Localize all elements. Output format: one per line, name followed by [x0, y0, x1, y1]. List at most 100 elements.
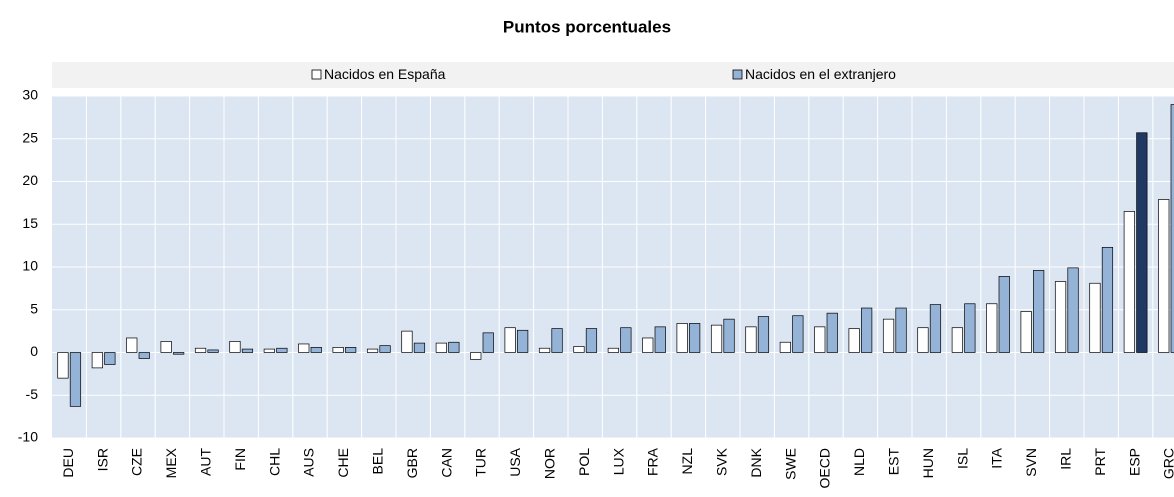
bar	[1020, 311, 1032, 353]
bar	[814, 326, 826, 353]
x-tick-label: SVN	[1023, 448, 1039, 477]
x-tick-label: MEX	[163, 447, 179, 478]
bar	[345, 347, 357, 353]
x-tick-label: NLD	[851, 448, 867, 476]
bar	[310, 347, 322, 353]
y-tick-label: 30	[22, 87, 38, 103]
bar	[138, 352, 150, 359]
bar	[413, 342, 426, 353]
x-tick-label: TUR	[473, 448, 489, 477]
bar	[482, 332, 494, 353]
y-tick-label: -5	[26, 386, 39, 402]
bar	[1136, 132, 1148, 353]
bar	[620, 327, 632, 353]
bar	[986, 303, 998, 353]
bar	[882, 318, 895, 353]
bar	[998, 276, 1010, 353]
x-tick-label: BEL	[370, 448, 386, 475]
bar	[826, 312, 838, 353]
bar	[1123, 211, 1135, 353]
x-tick-label: FRA	[645, 447, 661, 476]
bar	[504, 327, 516, 353]
x-tick-label: CHL	[266, 448, 282, 476]
y-tick-label: -10	[18, 429, 38, 445]
y-tick-label: 10	[22, 258, 38, 274]
x-tick-label: SWE	[782, 448, 798, 480]
chart-title: Puntos porcentuales	[503, 17, 671, 36]
bar	[689, 323, 701, 353]
x-tick-label: ITA	[989, 447, 1005, 468]
x-tick-label: ISR	[94, 448, 110, 471]
x-tick-label: GBR	[404, 448, 420, 478]
bar	[366, 348, 379, 353]
legend-swatch	[732, 69, 743, 80]
x-tick-label: HUN	[920, 448, 936, 478]
bar	[710, 324, 723, 353]
bar	[723, 318, 735, 353]
bar	[69, 352, 82, 407]
bar	[448, 341, 460, 353]
bar	[517, 329, 529, 353]
x-tick-label: USA	[507, 447, 523, 476]
bar	[1170, 104, 1174, 353]
bar	[951, 327, 963, 353]
bar	[745, 326, 757, 353]
bar	[229, 341, 241, 353]
bar	[779, 341, 791, 353]
bar	[207, 349, 219, 353]
x-tick-label: PRT	[1092, 448, 1108, 476]
legend-label: Nacidos en España	[324, 66, 446, 82]
x-tick-label: AUS	[301, 448, 317, 477]
bar	[757, 316, 770, 353]
x-tick-label: GRC	[1161, 448, 1174, 479]
x-tick-label: DEU	[60, 448, 76, 478]
x-tick-label: CAN	[438, 448, 454, 478]
bar	[276, 347, 288, 353]
bar	[470, 352, 482, 360]
bar	[1101, 246, 1114, 353]
x-tick-label: IRL	[1058, 448, 1074, 470]
x-tick-label: EST	[886, 448, 902, 476]
bar	[929, 304, 942, 353]
legend-swatch	[311, 69, 322, 80]
y-tick-label: 0	[30, 343, 38, 359]
y-tick-label: 25	[22, 129, 38, 145]
bar	[585, 328, 598, 353]
bar	[607, 347, 619, 353]
bar	[57, 352, 69, 379]
bar	[435, 342, 447, 353]
bar	[298, 343, 310, 353]
bar	[104, 352, 116, 365]
x-tick-label: POL	[576, 448, 592, 476]
x-tick-label: AUT	[198, 448, 214, 476]
bar	[551, 328, 563, 353]
bar	[160, 341, 172, 353]
x-tick-label: LUX	[610, 447, 626, 475]
bar	[332, 347, 344, 353]
bar	[1033, 270, 1045, 353]
x-tick-label: DNK	[748, 447, 764, 477]
bar	[194, 347, 207, 353]
y-tick-label: 20	[22, 172, 38, 188]
bar	[642, 337, 654, 353]
bar	[91, 352, 103, 369]
bar	[848, 328, 860, 353]
bar	[654, 326, 666, 353]
bar	[126, 337, 138, 353]
bar	[241, 348, 254, 353]
bar	[1158, 199, 1170, 353]
x-tick-label: ESP	[1126, 448, 1142, 476]
bar	[173, 352, 185, 355]
x-tick-label: OECD	[817, 448, 833, 488]
bar	[895, 307, 907, 353]
bar	[1054, 281, 1067, 353]
y-tick-label: 5	[30, 300, 38, 316]
bar	[1067, 267, 1079, 353]
bar	[379, 345, 391, 353]
legend-background	[52, 62, 1174, 88]
x-tick-label: SVK	[714, 447, 730, 476]
bar	[676, 323, 688, 353]
x-tick-label: CHE	[335, 448, 351, 478]
x-tick-label: FIN	[232, 448, 248, 471]
